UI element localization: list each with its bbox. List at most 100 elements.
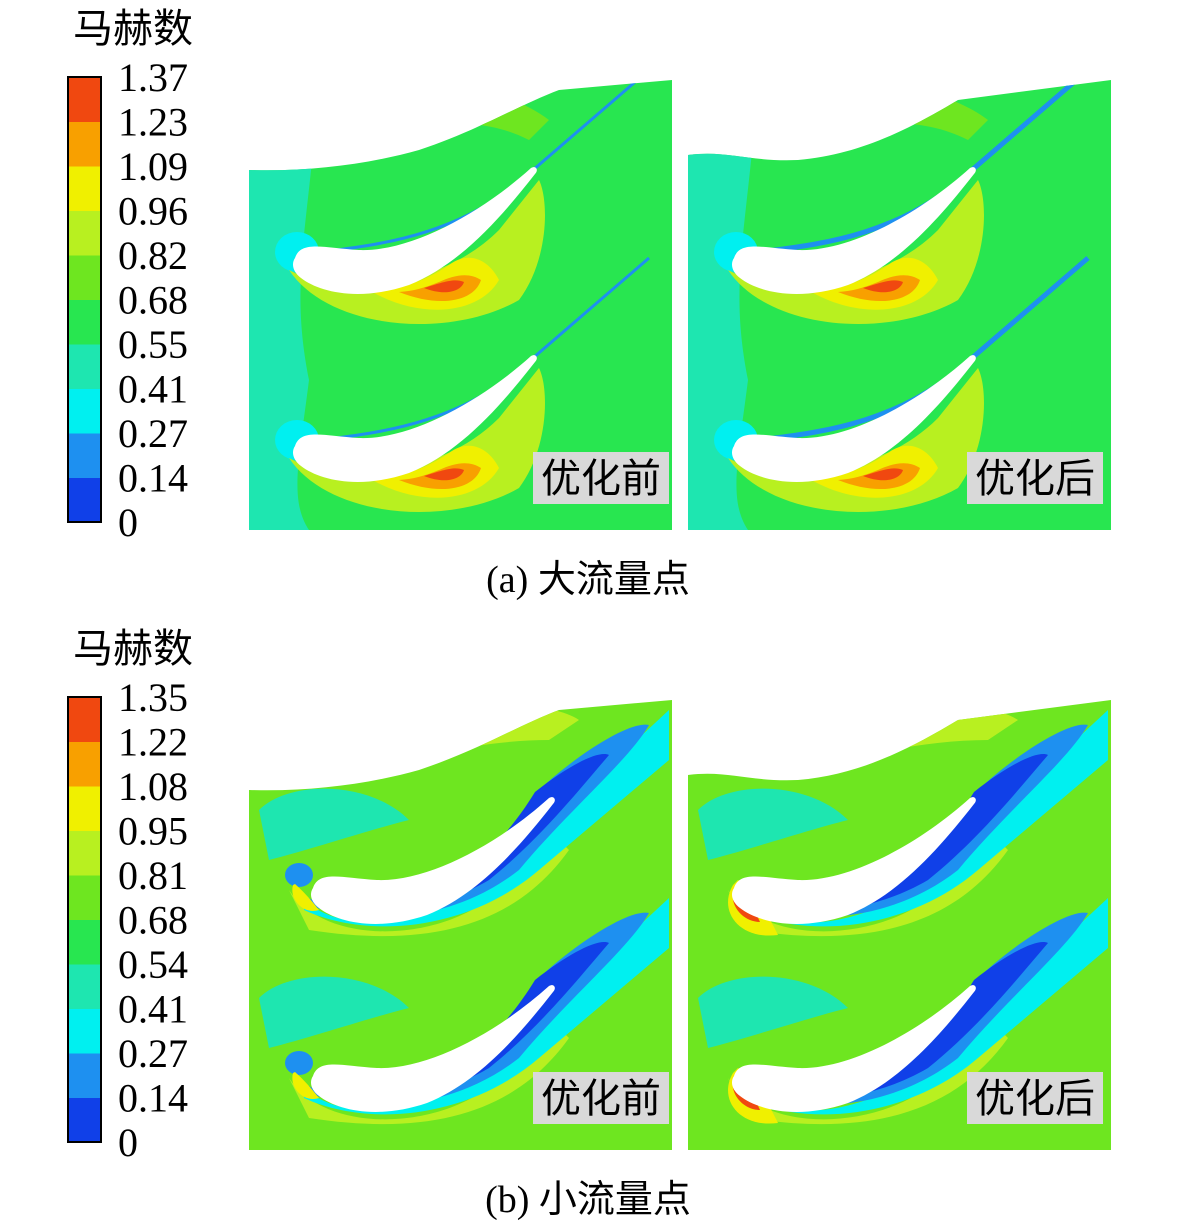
color-band (68, 210, 101, 256)
color-band (68, 964, 101, 1009)
caption: (a) 大流量点 (486, 559, 690, 601)
color-band (68, 1008, 101, 1054)
color-band (68, 477, 101, 523)
colorbar-tick-label: 0.55 (118, 322, 188, 367)
colorbar-tick-label: 1.23 (118, 100, 188, 145)
color-band (68, 830, 101, 876)
colorbar-tick-label: 0 (118, 500, 138, 545)
color-band (68, 697, 101, 742)
region (314, 942, 609, 1100)
colorbar-tick-label: 0.14 (118, 1076, 188, 1121)
contour-plot: 优化后 (688, 80, 1111, 530)
color-band (68, 299, 101, 345)
region (314, 754, 609, 912)
region (728, 830, 1008, 937)
blade (293, 355, 537, 482)
region (292, 884, 319, 911)
colorbar-tick-label: 1.09 (118, 144, 188, 189)
colorbar-tick-label: 1.37 (118, 55, 188, 100)
region (808, 257, 938, 310)
label-box (967, 452, 1103, 504)
region (259, 788, 409, 860)
region (249, 80, 319, 530)
color-band (68, 1053, 101, 1098)
colorbar-tick-label: 0.14 (118, 456, 188, 501)
color-band (68, 433, 101, 478)
region (424, 468, 464, 481)
caption: (b) 小流量点 (485, 1179, 691, 1221)
region (369, 445, 499, 498)
plot-label: 优化前 (541, 456, 661, 501)
region (728, 1018, 1008, 1125)
colorbar-tick-label: 0.68 (118, 898, 188, 943)
region (863, 280, 903, 293)
colorbar-tick-label: 0.27 (118, 411, 188, 456)
region (698, 788, 848, 860)
color-band (68, 255, 101, 300)
label-box (533, 1072, 669, 1124)
colorbar-tick-label: 0.54 (118, 942, 188, 987)
region (424, 280, 464, 293)
region (753, 754, 1048, 912)
blade (732, 797, 976, 924)
color-band (68, 166, 101, 211)
colorbar-tick-label: 1.35 (118, 675, 188, 720)
colorbar-tick-label: 0.27 (118, 1031, 188, 1076)
contour-plot: 优化前 (249, 80, 672, 530)
color-band (68, 741, 101, 787)
region (289, 1018, 569, 1125)
region (698, 976, 848, 1048)
plot-label: 优化前 (541, 1076, 661, 1121)
legend-title: 马赫数 (73, 6, 193, 51)
colorbar-tick-label: 0.95 (118, 809, 188, 854)
region (863, 468, 903, 481)
colorbar-tick-label: 0.81 (118, 853, 188, 898)
panel: 马赫数1.371.231.090.960.820.680.550.410.270… (67, 6, 1111, 601)
colorbar-tick-label: 0.96 (118, 189, 188, 234)
label-box (533, 452, 669, 504)
color-band (68, 875, 101, 920)
plot-label: 优化后 (975, 456, 1095, 501)
colorbar-tick-label: 0.41 (118, 987, 188, 1032)
blade (311, 797, 555, 924)
region (688, 80, 758, 530)
contour-plot: 优化后 (688, 700, 1111, 1150)
color-band (68, 121, 101, 167)
colorbar-frame (67, 76, 102, 523)
blade (732, 355, 976, 482)
region (753, 942, 1048, 1100)
color-band (68, 344, 101, 389)
blade (732, 985, 976, 1112)
contour-fill (688, 80, 1111, 530)
colorbar-tick-label: 1.08 (118, 764, 188, 809)
region (808, 445, 938, 498)
region (285, 1051, 313, 1075)
colorbar-frame (67, 696, 102, 1143)
region (369, 257, 499, 310)
colorbar-tick-label: 0.82 (118, 233, 188, 278)
color-band (68, 1097, 101, 1143)
region (292, 1072, 319, 1099)
contour-plot: 优化前 (249, 700, 672, 1150)
color-band (68, 786, 101, 831)
plot-label: 优化后 (975, 1076, 1095, 1121)
panel: 马赫数1.351.221.080.950.810.680.540.410.270… (67, 626, 1111, 1221)
colorbar-tick-label: 0.41 (118, 367, 188, 412)
region (259, 976, 409, 1048)
colorbar-tick-label: 0.68 (118, 278, 188, 323)
passage (259, 898, 669, 1125)
blade (293, 167, 537, 294)
blade (311, 985, 555, 1112)
region (289, 830, 569, 937)
color-band (68, 77, 101, 122)
blade (732, 167, 976, 294)
color-band (68, 919, 101, 965)
color-band (68, 388, 101, 434)
passage (259, 710, 669, 937)
colorbar-tick-label: 1.22 (118, 720, 188, 765)
colorbar-tick-label: 0 (118, 1120, 138, 1165)
label-box (967, 1072, 1103, 1124)
legend-title: 马赫数 (73, 626, 193, 671)
region (285, 863, 313, 887)
